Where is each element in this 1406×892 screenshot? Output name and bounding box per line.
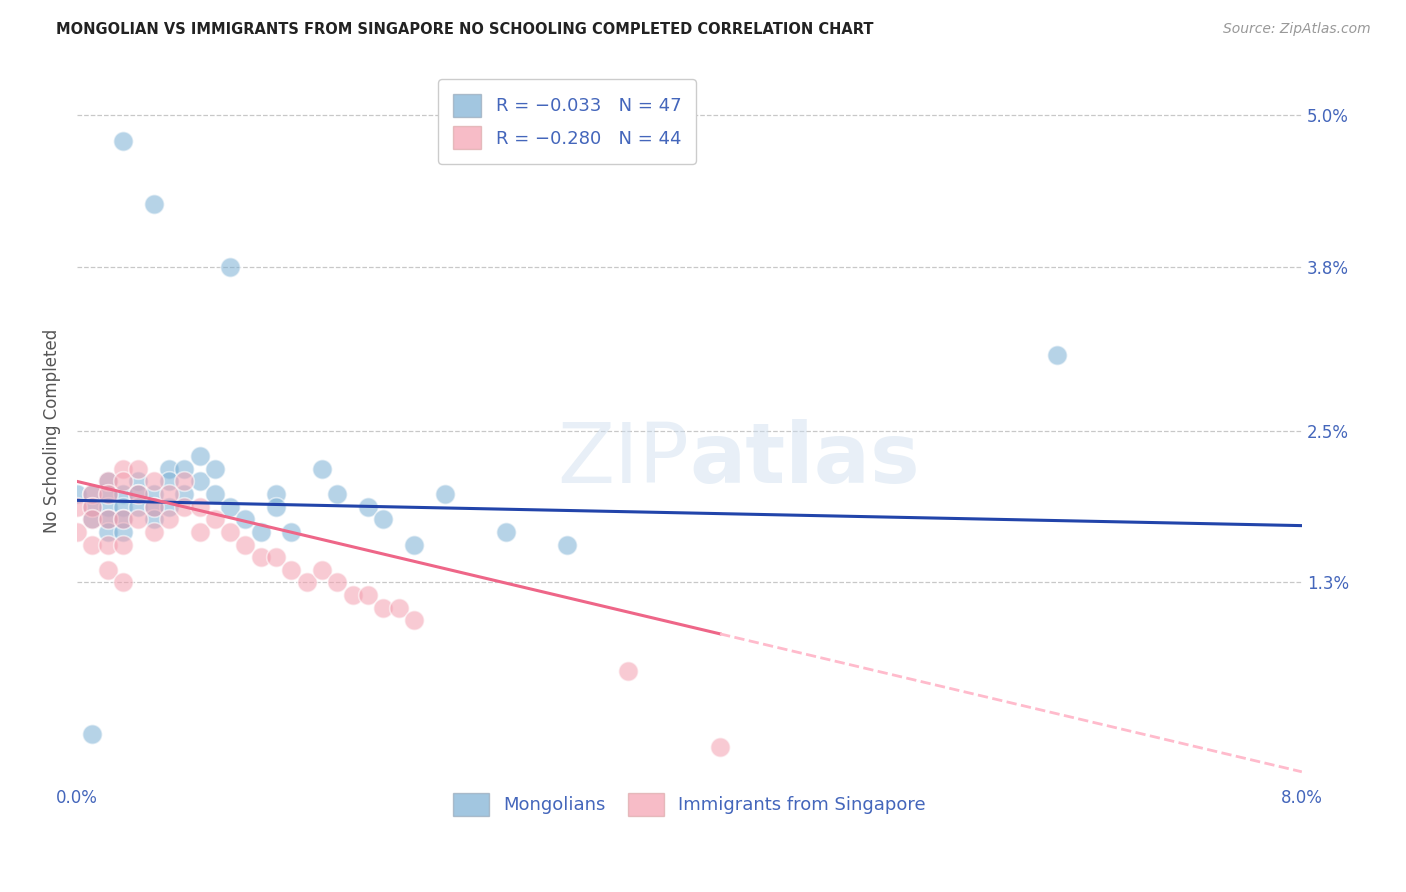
Point	[709, 739, 731, 754]
Point	[249, 550, 271, 565]
Point	[111, 575, 134, 590]
Point	[127, 475, 149, 489]
Point	[235, 512, 257, 526]
Point	[173, 462, 195, 476]
Point	[157, 487, 180, 501]
Point	[311, 563, 333, 577]
Point	[97, 487, 120, 501]
Point	[97, 475, 120, 489]
Point	[127, 487, 149, 501]
Point	[82, 512, 104, 526]
Point	[173, 500, 195, 514]
Point	[173, 487, 195, 501]
Point	[157, 475, 180, 489]
Point	[1046, 348, 1069, 362]
Point	[127, 487, 149, 501]
Point	[97, 537, 120, 551]
Point	[311, 462, 333, 476]
Point	[357, 588, 380, 602]
Point	[219, 260, 242, 274]
Point	[142, 500, 165, 514]
Y-axis label: No Schooling Completed: No Schooling Completed	[44, 329, 60, 533]
Point	[82, 727, 104, 741]
Point	[188, 500, 211, 514]
Point	[188, 524, 211, 539]
Point	[111, 512, 134, 526]
Text: Source: ZipAtlas.com: Source: ZipAtlas.com	[1223, 22, 1371, 37]
Point	[264, 550, 287, 565]
Point	[173, 475, 195, 489]
Point	[142, 524, 165, 539]
Point	[433, 487, 456, 501]
Point	[249, 524, 271, 539]
Point	[111, 487, 134, 501]
Point	[188, 449, 211, 463]
Point	[235, 537, 257, 551]
Point	[66, 500, 89, 514]
Point	[387, 600, 409, 615]
Point	[127, 462, 149, 476]
Point	[402, 613, 425, 627]
Point	[97, 475, 120, 489]
Point	[82, 537, 104, 551]
Point	[357, 500, 380, 514]
Point	[82, 487, 104, 501]
Text: ZIP: ZIP	[558, 418, 689, 500]
Point	[373, 512, 395, 526]
Point	[82, 512, 104, 526]
Text: MONGOLIAN VS IMMIGRANTS FROM SINGAPORE NO SCHOOLING COMPLETED CORRELATION CHART: MONGOLIAN VS IMMIGRANTS FROM SINGAPORE N…	[56, 22, 873, 37]
Point	[66, 524, 89, 539]
Point	[111, 537, 134, 551]
Point	[342, 588, 364, 602]
Point	[97, 487, 120, 501]
Point	[495, 524, 517, 539]
Point	[82, 500, 104, 514]
Point	[219, 500, 242, 514]
Point	[264, 500, 287, 514]
Point	[295, 575, 318, 590]
Point	[82, 500, 104, 514]
Point	[204, 462, 226, 476]
Point	[127, 512, 149, 526]
Point	[111, 500, 134, 514]
Point	[204, 487, 226, 501]
Point	[66, 487, 89, 501]
Point	[97, 512, 120, 526]
Point	[157, 512, 180, 526]
Text: atlas: atlas	[689, 418, 920, 500]
Point	[402, 537, 425, 551]
Point	[111, 524, 134, 539]
Point	[264, 487, 287, 501]
Point	[142, 487, 165, 501]
Legend: Mongolians, Immigrants from Singapore: Mongolians, Immigrants from Singapore	[444, 784, 935, 825]
Point	[97, 512, 120, 526]
Point	[280, 524, 302, 539]
Point	[111, 134, 134, 148]
Point	[142, 196, 165, 211]
Point	[617, 664, 640, 678]
Point	[157, 462, 180, 476]
Point	[111, 462, 134, 476]
Point	[97, 500, 120, 514]
Point	[555, 537, 578, 551]
Point	[188, 475, 211, 489]
Point	[127, 500, 149, 514]
Point	[97, 524, 120, 539]
Point	[326, 487, 349, 501]
Point	[280, 563, 302, 577]
Point	[111, 475, 134, 489]
Point	[97, 563, 120, 577]
Point	[142, 475, 165, 489]
Point	[204, 512, 226, 526]
Point	[326, 575, 349, 590]
Point	[373, 600, 395, 615]
Point	[142, 512, 165, 526]
Point	[142, 500, 165, 514]
Point	[219, 524, 242, 539]
Point	[157, 500, 180, 514]
Point	[82, 487, 104, 501]
Point	[111, 512, 134, 526]
